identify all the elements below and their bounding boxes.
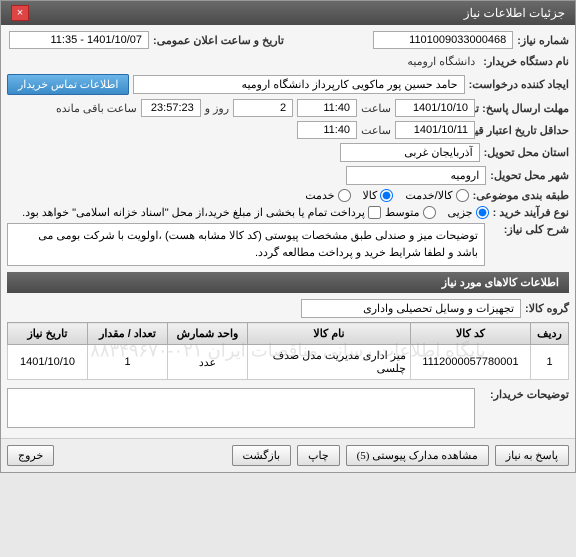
buyer-label: نام دستگاه خریدار: — [483, 55, 569, 68]
bt-partial-radio[interactable]: جزیی — [448, 206, 489, 219]
group-label: گروه کالا: — [525, 302, 569, 315]
exit-button[interactable]: خروج — [7, 445, 54, 466]
bottom-bar: پاسخ به نیاز مشاهده مدارک پیوستی (5) چاپ… — [1, 438, 575, 472]
group-value: تجهیزات و وسایل تحصیلی واداری — [301, 299, 521, 318]
valid-time-label: ساعت — [361, 124, 391, 137]
cat-kala-service-radio[interactable]: کالا/خدمت — [405, 189, 468, 202]
col-code: کد کالا — [411, 323, 531, 345]
items-table: ردیف کد کالا نام کالا واحد شمارش تعداد /… — [7, 322, 569, 380]
remain-label: ساعت باقی مانده — [56, 102, 137, 115]
bt-partial-label: جزیی — [448, 206, 473, 219]
cell-qty: 1 — [88, 345, 168, 380]
attachments-button[interactable]: مشاهده مدارک پیوستی (5) — [346, 445, 489, 466]
valid-date: 1401/10/11 — [395, 121, 475, 139]
province-value: آذربایجان غربی — [340, 143, 480, 162]
requester-label: ایجاد کننده درخواست: — [469, 78, 569, 91]
days-label: روز و — [205, 102, 229, 115]
contact-info-button[interactable]: اطلاعات تماس خریدار — [7, 74, 129, 95]
deadline-date: 1401/10/10 — [395, 99, 475, 117]
need-no-label: شماره نیاز: — [517, 34, 569, 47]
bt-medium-radio[interactable]: متوسط — [385, 206, 436, 219]
buyer-value: دانشگاه ارومیه — [403, 53, 479, 70]
buyer-notes-label: توضیحات خریدار: — [479, 388, 569, 401]
desc-text: توضیحات میز و صندلی طبق مشخصات پیوستی (ک… — [7, 223, 485, 266]
reply-button[interactable]: پاسخ به نیاز — [495, 445, 569, 466]
deadline-time: 11:40 — [297, 99, 357, 117]
col-unit: واحد شمارش — [168, 323, 248, 345]
province-label: استان محل تحویل: — [484, 146, 569, 159]
valid-time: 11:40 — [297, 121, 357, 139]
col-row: ردیف — [531, 323, 569, 345]
window-title: جزئیات اطلاعات نیاز — [464, 6, 565, 20]
buyer-notes-box — [7, 388, 475, 428]
print-button[interactable]: چاپ — [297, 445, 340, 466]
desc-label: شرح کلی نیاز: — [489, 223, 569, 236]
col-date: تاریخ نیاز — [8, 323, 88, 345]
requester-value: حامد حسین پور ماکویی کارپرداز دانشگاه ار… — [133, 75, 464, 94]
buytype-label: نوع فرآیند خرید : — [493, 206, 569, 219]
announce-label: تاریخ و ساعت اعلان عمومی: — [153, 34, 284, 47]
payment-note-label: پرداخت تمام یا بخشی از مبلغ خرید،از محل … — [22, 206, 365, 219]
need-no-value: 1101009033000468 — [373, 31, 513, 49]
items-heading: اطلاعات کالاهای مورد نیاز — [7, 272, 569, 293]
cat-service-label: خدمت — [305, 189, 334, 202]
table-row[interactable]: 1 1112000057780001 میز اداری مدیریت مدل … — [8, 345, 569, 380]
category-label: طبقه بندی موضوعی: — [473, 189, 569, 202]
cat-service-radio[interactable]: خدمت — [305, 189, 350, 202]
back-button[interactable]: بازگشت — [232, 445, 292, 466]
bt-medium-label: متوسط — [385, 206, 420, 219]
close-icon[interactable]: × — [11, 5, 29, 21]
city-value: ارومیه — [346, 166, 486, 185]
announce-value: 1401/10/07 - 11:35 — [9, 31, 149, 49]
cat-kala-label: کالا — [363, 189, 378, 202]
cell-date: 1401/10/10 — [8, 345, 88, 380]
deadline-label: مهلت ارسال پاسخ: تا تاریخ: تا تاریخ: — [479, 102, 569, 115]
cat-kala-radio[interactable]: کالا — [363, 189, 394, 202]
valid-label: حداقل تاریخ اعتبار قیمت: تا تاریخ: — [479, 124, 569, 137]
deadline-time-label: ساعت — [361, 102, 391, 115]
cell-row: 1 — [531, 345, 569, 380]
cat-kala-service-label: کالا/خدمت — [405, 189, 452, 202]
cell-unit: عدد — [168, 345, 248, 380]
col-qty: تعداد / مقدار — [88, 323, 168, 345]
cell-code: 1112000057780001 — [411, 345, 531, 380]
days-value: 2 — [233, 99, 293, 117]
cell-name: میز اداری مدیریت مدل صدف چلسی — [248, 345, 411, 380]
table-header-row: ردیف کد کالا نام کالا واحد شمارش تعداد /… — [8, 323, 569, 345]
titlebar: جزئیات اطلاعات نیاز × — [1, 1, 575, 25]
col-name: نام کالا — [248, 323, 411, 345]
payment-note-checkbox[interactable]: پرداخت تمام یا بخشی از مبلغ خرید،از محل … — [22, 206, 381, 219]
remain-time: 23:57:23 — [141, 99, 201, 117]
city-label: شهر محل تحویل: — [490, 169, 569, 182]
